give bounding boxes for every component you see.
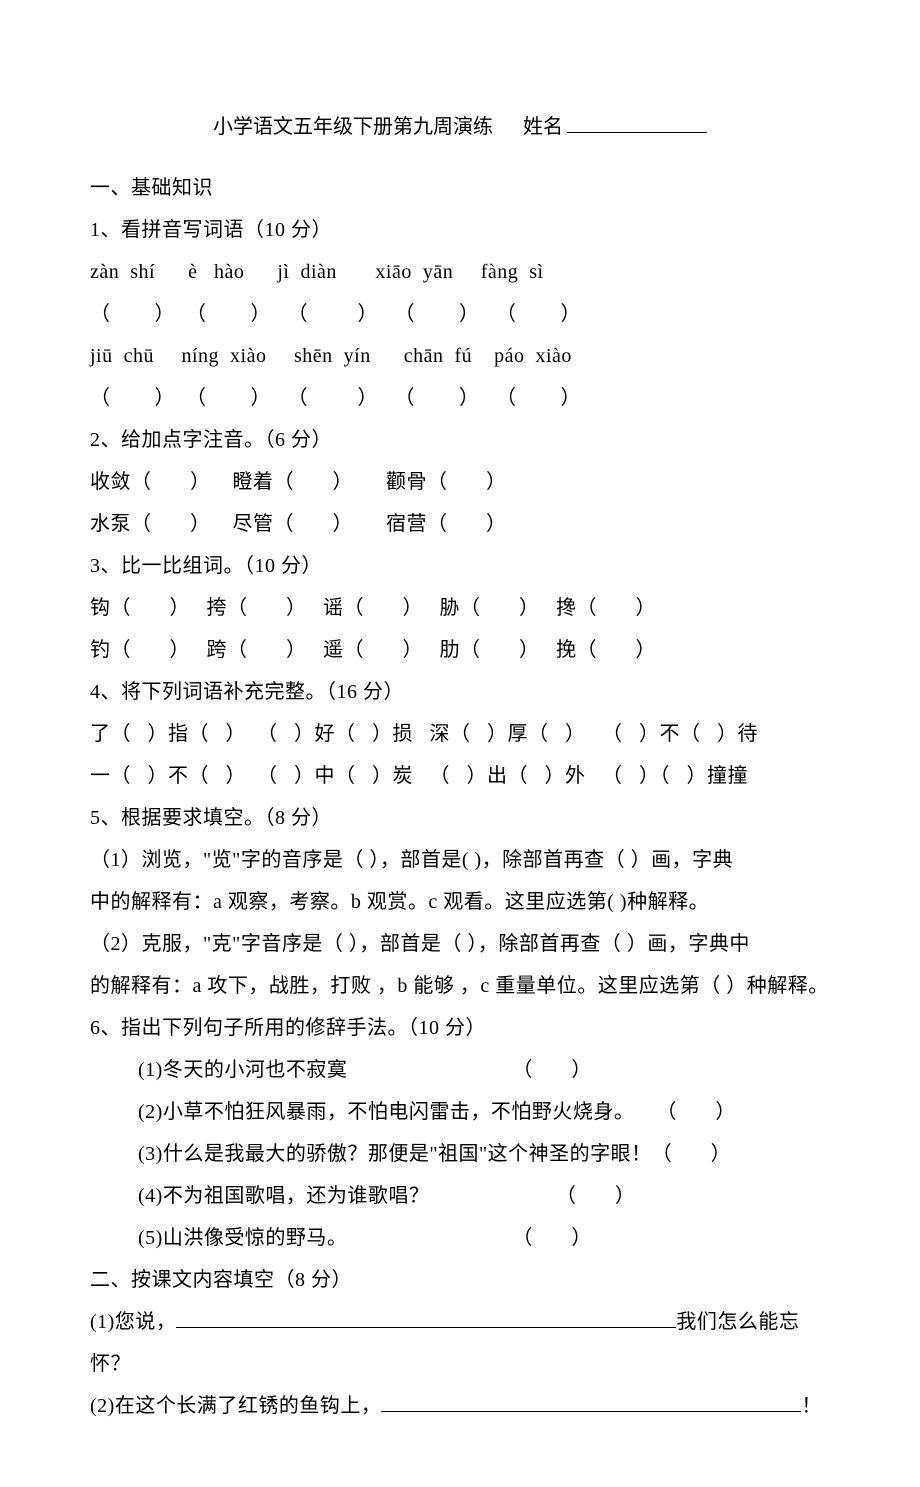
section1-heading: 一、基础知识 bbox=[90, 167, 830, 209]
q4-heading: 4、将下列词语补充完整。（16 分） bbox=[90, 671, 830, 713]
s2-2: (2)在这个长满了红锈的鱼钩上， ！ bbox=[90, 1385, 830, 1427]
q5-2a: （2）克服，"克"字音序是（ ），部首是（ ），除部首再查（ ）画，字典中 bbox=[90, 923, 830, 965]
q5-heading: 5、根据要求填空。（8 分） bbox=[90, 797, 830, 839]
q6-3: (3)什么是我最大的骄傲？那便是"祖国"这个神圣的字眼！（ ） bbox=[90, 1133, 830, 1175]
q4-row2: 一（ ）不（ ） （ ）中（ ）炭 （ ）出（ ）外 （ ）（ ）撞撞 bbox=[90, 755, 830, 797]
section2-heading: 二、按课文内容填空（8 分） bbox=[90, 1259, 830, 1301]
q5-1a: （1）浏览，"览"字的音序是（ ），部首是( )，除部首再查（ ）画，字典 bbox=[90, 839, 830, 881]
q2-row2: 水泵（ ） 尽管（ ） 宿营（ ） bbox=[90, 503, 830, 545]
q1-heading: 1、看拼音写词语（10 分） bbox=[90, 209, 830, 251]
q2-row1: 收敛（ ） 瞪着（ ） 颧骨（ ） bbox=[90, 461, 830, 503]
q2-heading: 2、给加点字注音。（6 分） bbox=[90, 419, 830, 461]
name-blank bbox=[567, 132, 707, 133]
q4-row1: 了（ ）指（ ） （ ）好（ ）损 深（ ）厚（ ） （ ）不（ ）待 bbox=[90, 713, 830, 755]
name-label: 姓名 bbox=[523, 116, 563, 138]
q1-pinyin-row2: jiū chū níng xiào shēn yín chān fú páo x… bbox=[90, 335, 830, 377]
q5-2b: 的解释有：a 攻下，战胜，打败 ，b 能够 ，c 重量单位。这里应选第（ ）种解… bbox=[90, 965, 830, 1007]
q6-5: (5)山洪像受惊的野马。 （ ） bbox=[90, 1217, 830, 1259]
q6-heading: 6、指出下列句子所用的修辞手法。（10 分） bbox=[90, 1007, 830, 1049]
doc-title: 小学语文五年级下册第九周演练 bbox=[213, 116, 493, 138]
q5-1b: 中的解释有：a 观察，考察。b 观赏。c 观看。这里应选第( )种解释。 bbox=[90, 881, 830, 923]
q6-1: (1)冬天的小河也不寂寞 （ ） bbox=[90, 1049, 830, 1091]
s2-2-blank bbox=[381, 1392, 801, 1412]
s2-2-prefix: (2)在这个长满了红锈的鱼钩上， bbox=[90, 1395, 381, 1417]
title-row: 小学语文五年级下册第九周演练 姓名 bbox=[90, 110, 830, 139]
q1-blank-row2: （ ） （ ） （ ） （ ） （ ） bbox=[90, 377, 830, 419]
s2-1-prefix: (1)您说， bbox=[90, 1311, 176, 1333]
q3-heading: 3、比一比组词。（10 分） bbox=[90, 545, 830, 587]
q3-row1: 钩（ ） 挎（ ） 谣（ ） 胁（ ） 搀（ ） bbox=[90, 587, 830, 629]
s2-1: (1)您说，我们怎么能忘怀？ bbox=[90, 1301, 830, 1385]
q1-blank-row1: （ ） （ ） （ ） （ ） （ ） bbox=[90, 293, 830, 335]
q3-row2: 钓（ ） 跨（ ） 遥（ ） 肋（ ） 挽（ ） bbox=[90, 629, 830, 671]
q1-pinyin-row1: zàn shí è hào jì diàn xiāo yān fàng sì bbox=[90, 251, 830, 293]
s2-2-suffix: ！ bbox=[801, 1395, 822, 1417]
q6-4: (4)不为祖国歌唱，还为谁歌唱？ （ ） bbox=[90, 1175, 830, 1217]
q6-2: (2)小草不怕狂风暴雨，不怕电闪雷击，不怕野火烧身。 （ ） bbox=[90, 1091, 830, 1133]
s2-1-blank bbox=[176, 1308, 676, 1328]
